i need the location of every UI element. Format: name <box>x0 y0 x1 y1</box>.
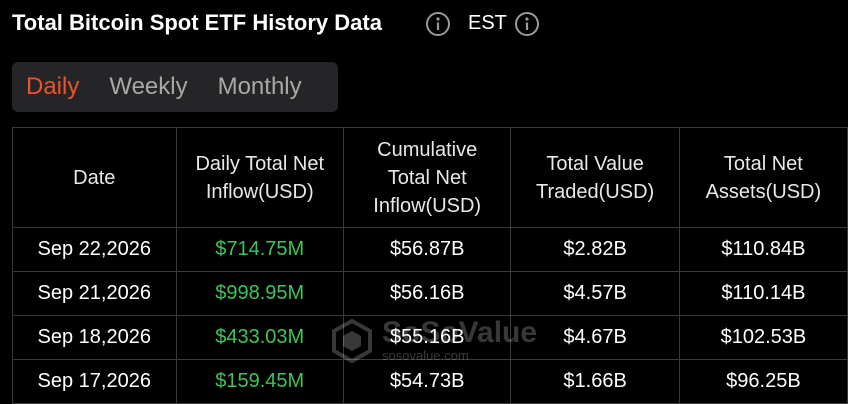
table-cell: $433.03M <box>175 315 344 360</box>
tab[interactable]: Weekly <box>109 73 188 100</box>
timezone: EST <box>468 12 507 34</box>
column-header-text: Total Net Assets(USD) <box>705 152 822 203</box>
column-header-text: Cumulative Total Net Inflow(USD) <box>373 138 482 217</box>
table-cell: $1.66B <box>510 359 680 404</box>
table-cell: $55.16B <box>342 315 512 360</box>
column-header-text: Total Value Traded(USD) <box>536 152 655 203</box>
header-row: Date Daily Total Net Inflow(USD) Cumulativ… <box>12 127 848 228</box>
table-cell: $96.25B <box>678 359 848 404</box>
table-row: Sep 17,2026 $159.45M $54.73B $1.66B $96.25B <box>12 359 848 404</box>
table-cell: $56.16B <box>342 271 512 316</box>
etf-table: Date Daily Total Net Inflow(USD) Cumulativ… <box>12 127 848 404</box>
tab-bar: Daily Weekly Monthly <box>12 62 338 112</box>
column-header: Total Value Traded(USD) <box>510 127 680 228</box>
table-cell: Sep 18,2026 <box>12 315 177 360</box>
table-row: Sep 18,2026 $433.03M $55.16B $4.67B $102.53B <box>12 315 848 360</box>
page-title: Total Bitcoin Spot ETF History Data <box>12 10 382 35</box>
column-header: Total Net Assets(USD) <box>678 127 848 228</box>
table-cell: $2.82B <box>510 227 680 272</box>
table-cell: $54.73B <box>342 359 512 404</box>
table-cell: $102.53B <box>678 315 848 360</box>
table-cell: $56.87B <box>342 227 512 272</box>
column-header: Date <box>12 127 177 228</box>
table-cell: $4.57B <box>510 271 680 316</box>
column-header: Cumulative Total Net Inflow(USD) <box>342 127 512 228</box>
table-cell: Sep 21,2026 <box>12 271 177 316</box>
table-cell: $4.67B <box>510 315 680 360</box>
table-cell: $110.14B <box>678 271 848 316</box>
table-cell: $998.95M <box>175 271 344 316</box>
column-header-text: Daily Total Net Inflow(USD) <box>195 152 325 203</box>
info-icon[interactable] <box>514 11 540 37</box>
table-cell: $159.45M <box>175 359 344 404</box>
table-cell: $110.84B <box>678 227 848 272</box>
table-cell: $714.75M <box>175 227 344 272</box>
table-cell: Sep 17,2026 <box>12 359 177 404</box>
table-row: Sep 22,2026 $714.75M $56.87B $2.82B $110.84B <box>12 227 848 272</box>
table-cell: Sep 22,2026 <box>12 227 177 272</box>
info-icon[interactable] <box>425 11 451 37</box>
column-header-text: Date <box>73 166 116 189</box>
column-header: Daily Total Net Inflow(USD) <box>175 127 344 228</box>
table-row: Sep 21,2026 $998.95M $56.16B $4.57B $110.14B <box>12 271 848 316</box>
tab[interactable]: Daily <box>26 73 80 100</box>
tab[interactable]: Monthly <box>217 73 302 100</box>
